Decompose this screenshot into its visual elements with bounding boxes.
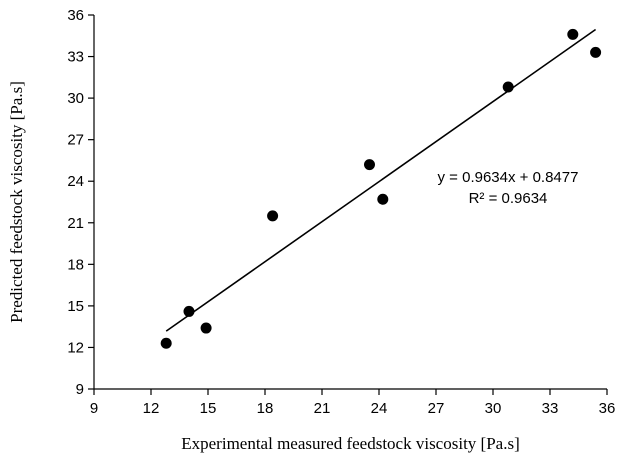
data-point: [160, 337, 172, 349]
data-point: [590, 46, 602, 58]
data-points: [160, 28, 602, 349]
data-point: [200, 322, 212, 334]
trendline: [165, 28, 597, 332]
y-tick-label: 9: [76, 381, 84, 398]
x-tick-label: 18: [257, 400, 274, 417]
x-axis-ticks: 9 12 15 18 21 24 27 30 33 36: [90, 389, 616, 417]
x-tick-label: 36: [599, 400, 616, 417]
y-tick-label: 24: [67, 173, 84, 190]
trendline-equation-label: y = 0.9634x + 0.8477: [438, 169, 579, 186]
y-tick-label: 27: [67, 132, 84, 149]
x-tick-label: 12: [143, 400, 160, 417]
x-tick-label: 30: [485, 400, 502, 417]
y-tick-label: 33: [67, 49, 84, 66]
y-tick-label: 12: [67, 339, 84, 356]
y-tick-label: 18: [67, 256, 84, 273]
y-axis-ticks: 9 12 15 18 21 24 27 30 33 36: [67, 7, 94, 398]
axes: [93, 15, 607, 390]
data-point: [267, 210, 279, 222]
x-axis-title: Experimental measured feedstock viscosit…: [181, 434, 519, 453]
y-tick-label: 21: [67, 215, 84, 232]
y-tick-label: 30: [67, 90, 84, 107]
data-point: [502, 81, 514, 93]
y-tick-label: 36: [67, 7, 84, 24]
trendline-r2-label: R² = 0.9634: [469, 190, 548, 207]
data-point: [183, 305, 195, 317]
x-tick-label: 9: [90, 400, 98, 417]
data-point: [567, 28, 579, 40]
x-tick-label: 15: [200, 400, 217, 417]
y-tick-label: 15: [67, 298, 84, 315]
x-tick-label: 21: [314, 400, 331, 417]
data-point: [377, 193, 389, 205]
data-point: [364, 159, 375, 171]
y-axis-title: Predicted feedstock viscosity [Pa.s]: [7, 81, 26, 323]
x-tick-label: 27: [428, 400, 445, 417]
x-tick-label: 24: [371, 400, 388, 417]
x-tick-label: 33: [542, 400, 559, 417]
